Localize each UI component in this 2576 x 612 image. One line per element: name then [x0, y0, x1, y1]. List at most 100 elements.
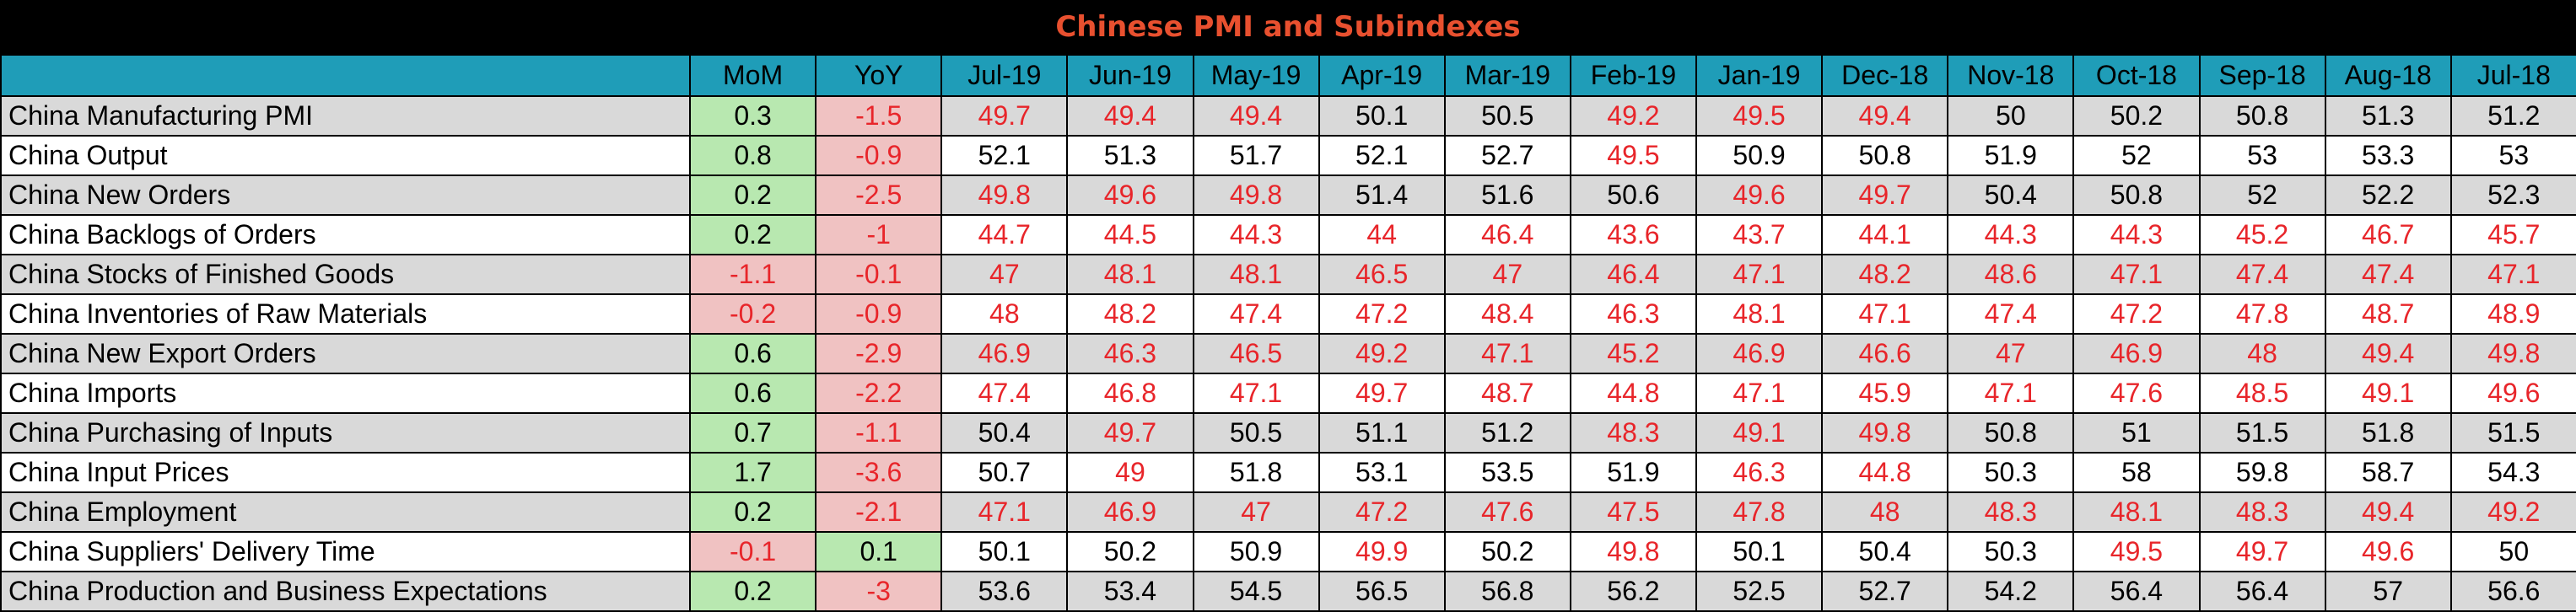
- value-cell: 49.1: [2324, 373, 2452, 414]
- value-cell: 50.4: [940, 412, 1069, 454]
- table-row: China New Orders 0.2 -2.5 49.8 49.6 49.8 51.4 5…: [0, 174, 2576, 216]
- value-cell: 47: [1192, 491, 1320, 533]
- value-cell: 47: [940, 254, 1069, 295]
- value-cell: 46.9: [1066, 491, 1194, 533]
- value-cell: 48.3: [1947, 491, 2075, 533]
- value-cell: 47.1: [1695, 373, 1824, 414]
- value-cell: 47.6: [2072, 373, 2201, 414]
- value-cell: 48.1: [1192, 254, 1320, 295]
- row-label: China Employment: [0, 491, 691, 533]
- value-cell: 46.6: [1821, 333, 1949, 374]
- value-cell: 51.3: [2324, 95, 2452, 137]
- column-header: YoY: [815, 54, 943, 97]
- value-cell: 52.7: [1821, 571, 1949, 612]
- row-label: China Inventories of Raw Materials: [0, 293, 691, 335]
- value-cell: 52.3: [2449, 174, 2576, 216]
- value-cell: 50.4: [1821, 531, 1949, 572]
- value-cell: 49.8: [1569, 531, 1698, 572]
- value-cell: 51: [2072, 412, 2201, 454]
- table-row: China Imports 0.6 -2.2 47.4 46.8 47.1 49.7 48.7…: [0, 373, 2576, 414]
- table-row: China Production and Business Expectatio…: [0, 571, 2576, 612]
- value-cell: 53.1: [1318, 452, 1446, 493]
- yoy-change-cell: -0.9: [815, 135, 943, 176]
- value-cell: 47.2: [1318, 491, 1446, 533]
- value-cell: 56.8: [1443, 571, 1571, 612]
- yoy-change-cell: -1.1: [815, 412, 943, 454]
- value-cell: 56.6: [2449, 571, 2576, 612]
- mom-change-cell: 0.6: [688, 333, 817, 374]
- value-cell: 44.3: [1192, 214, 1320, 255]
- value-cell: 50.9: [1192, 531, 1320, 572]
- value-cell: 44.1: [1821, 214, 1949, 255]
- value-cell: 52: [2072, 135, 2201, 176]
- value-cell: 50.1: [1695, 531, 1824, 572]
- yoy-change-cell: -3.6: [815, 452, 943, 493]
- value-cell: 49.2: [2449, 491, 2576, 533]
- value-cell: 49.8: [1192, 174, 1320, 216]
- value-cell: 50.3: [1947, 531, 2075, 572]
- value-cell: 43.7: [1695, 214, 1824, 255]
- value-cell: 47.5: [1569, 491, 1698, 533]
- row-label: China Imports: [0, 373, 691, 414]
- value-cell: 46.5: [1192, 333, 1320, 374]
- value-cell: 48.1: [2072, 491, 2201, 533]
- value-cell: 57: [2324, 571, 2452, 612]
- value-cell: 46.3: [1695, 452, 1824, 493]
- value-cell: 51.3: [1066, 135, 1194, 176]
- column-header: MoM: [688, 54, 817, 97]
- value-cell: 46.5: [1318, 254, 1446, 295]
- value-cell: 48.6: [1947, 254, 2075, 295]
- row-label: China Input Prices: [0, 452, 691, 493]
- value-cell: 56.5: [1318, 571, 1446, 612]
- value-cell: 49.9: [1318, 531, 1446, 572]
- column-header: Sep-18: [2198, 54, 2326, 97]
- value-cell: 49.6: [2324, 531, 2452, 572]
- mom-change-cell: -0.1: [688, 531, 817, 572]
- yoy-change-cell: -2.2: [815, 373, 943, 414]
- value-cell: 46.4: [1443, 214, 1571, 255]
- column-header: Jul-18: [2449, 54, 2576, 97]
- value-cell: 47.1: [2072, 254, 2201, 295]
- column-header: Mar-19: [1443, 54, 1571, 97]
- table-row: China Manufacturing PMI 0.3 -1.5 49.7 49.4 49…: [0, 95, 2576, 137]
- value-cell: 44.7: [940, 214, 1069, 255]
- value-cell: 50.2: [2072, 95, 2201, 137]
- value-cell: 45.9: [1821, 373, 1949, 414]
- value-cell: 48: [2198, 333, 2326, 374]
- value-cell: 46.3: [1569, 293, 1698, 335]
- value-cell: 48.7: [2324, 293, 2452, 335]
- value-cell: 52: [2198, 174, 2326, 216]
- table-row: China Employment 0.2 -2.1 47.1 46.9 47 47.2 47.…: [0, 491, 2576, 533]
- mom-change-cell: 0.8: [688, 135, 817, 176]
- value-cell: 50.8: [1821, 135, 1949, 176]
- value-cell: 49.8: [2449, 333, 2576, 374]
- column-header: Aug-18: [2324, 54, 2452, 97]
- value-cell: 49.4: [1192, 95, 1320, 137]
- value-cell: 44.5: [1066, 214, 1194, 255]
- yoy-change-cell: -0.9: [815, 293, 943, 335]
- value-cell: 46.9: [1695, 333, 1824, 374]
- mom-change-cell: -1.1: [688, 254, 817, 295]
- value-cell: 50.2: [1066, 531, 1194, 572]
- value-cell: 49.4: [1066, 95, 1194, 137]
- value-cell: 49.4: [1821, 95, 1949, 137]
- table-body: China Manufacturing PMI 0.3 -1.5 49.7 49.4 49…: [0, 95, 2576, 612]
- value-cell: 48.1: [1066, 254, 1194, 295]
- row-label: China Manufacturing PMI: [0, 95, 691, 137]
- row-label: China Output: [0, 135, 691, 176]
- table-row: China New Export Orders 0.6 -2.9 46.9 46.3 46…: [0, 333, 2576, 374]
- value-cell: 51.1: [1318, 412, 1446, 454]
- yoy-change-cell: -2.1: [815, 491, 943, 533]
- value-cell: 44.3: [1947, 214, 2075, 255]
- value-cell: 59.8: [2198, 452, 2326, 493]
- value-cell: 50.7: [940, 452, 1069, 493]
- value-cell: 44.8: [1821, 452, 1949, 493]
- yoy-change-cell: -1.5: [815, 95, 943, 137]
- value-cell: 54.3: [2449, 452, 2576, 493]
- mom-change-cell: 1.7: [688, 452, 817, 493]
- value-cell: 50: [1947, 95, 2075, 137]
- value-cell: 49.8: [940, 174, 1069, 216]
- value-cell: 47.1: [1821, 293, 1949, 335]
- value-cell: 48.7: [1443, 373, 1571, 414]
- value-cell: 49.7: [1318, 373, 1446, 414]
